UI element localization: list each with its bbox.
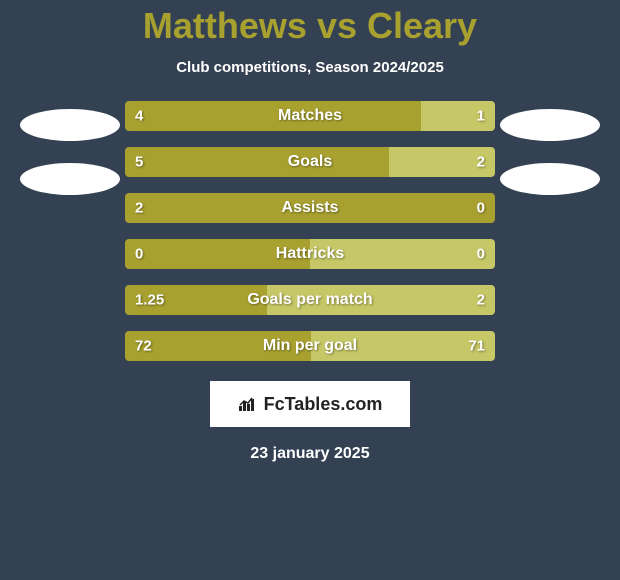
stat-label: Matches — [278, 107, 342, 125]
stat-left-value: 1.25 — [135, 292, 164, 309]
bar-left — [125, 101, 421, 131]
avatar-right-2 — [500, 163, 600, 195]
avatar-left-2 — [20, 163, 120, 195]
stat-label: Goals per match — [247, 291, 372, 309]
stat-right-value: 71 — [468, 338, 485, 355]
avatar-left-1 — [20, 109, 120, 141]
date-text: 23 january 2025 — [250, 445, 369, 463]
stat-right-value: 2 — [477, 292, 485, 309]
chart-icon — [238, 396, 258, 412]
left-avatar-column — [15, 101, 125, 217]
logo-badge: FcTables.com — [210, 381, 410, 427]
stat-row-goals-per-match: 1.25 Goals per match 2 — [125, 285, 495, 315]
bar-left — [125, 147, 389, 177]
stat-label: Goals — [288, 153, 332, 171]
stat-label: Hattricks — [276, 245, 344, 263]
stat-left-value: 2 — [135, 200, 143, 217]
logo-label: FcTables.com — [264, 394, 383, 415]
stat-label: Min per goal — [263, 337, 357, 355]
chart-area: 4 Matches 1 5 Goals 2 2 Assists 0 0 Hatt… — [0, 101, 620, 377]
stat-right-value: 0 — [477, 200, 485, 217]
stat-right-value: 1 — [477, 108, 485, 125]
stat-row-min-per-goal: 72 Min per goal 71 — [125, 331, 495, 361]
comparison-subtitle: Club competitions, Season 2024/2025 — [176, 59, 444, 76]
right-avatar-column — [495, 101, 605, 217]
stat-left-value: 0 — [135, 246, 143, 263]
stat-left-value: 5 — [135, 154, 143, 171]
stat-row-hattricks: 0 Hattricks 0 — [125, 239, 495, 269]
stat-row-matches: 4 Matches 1 — [125, 101, 495, 131]
stat-row-goals: 5 Goals 2 — [125, 147, 495, 177]
stat-right-value: 0 — [477, 246, 485, 263]
stat-left-value: 72 — [135, 338, 152, 355]
avatar-right-1 — [500, 109, 600, 141]
stat-left-value: 4 — [135, 108, 143, 125]
stat-right-value: 2 — [477, 154, 485, 171]
stat-label: Assists — [282, 199, 339, 217]
logo-text: FcTables.com — [238, 394, 383, 415]
stat-row-assists: 2 Assists 0 — [125, 193, 495, 223]
bars-column: 4 Matches 1 5 Goals 2 2 Assists 0 0 Hatt… — [125, 101, 495, 377]
comparison-title: Matthews vs Cleary — [143, 5, 477, 47]
